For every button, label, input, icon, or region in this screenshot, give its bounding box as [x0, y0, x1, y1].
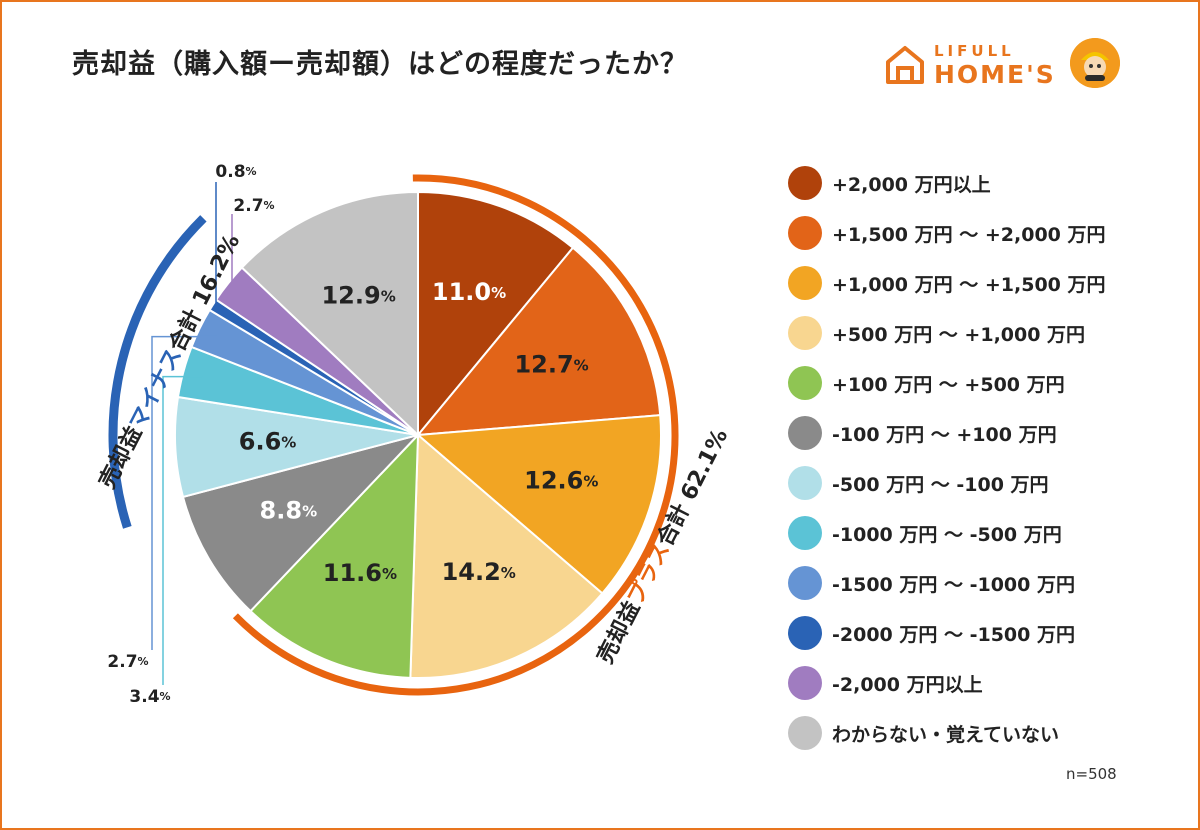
legend-swatch — [788, 266, 822, 300]
legend-label: -1500 万円 〜 -1000 万円 — [832, 573, 1075, 596]
legend-item: わからない・覚えていない — [788, 708, 1188, 758]
pie-slice — [249, 432, 420, 679]
legend-item: +1,000 万円 〜 +1,500 万円 — [788, 258, 1188, 308]
slice-value-label: 2.7% — [233, 196, 274, 216]
minus-total-arc — [108, 215, 207, 529]
pie-slice — [240, 190, 419, 438]
legend-item: -2,000 万円以上 — [788, 658, 1188, 708]
callout-leader-line — [162, 375, 203, 685]
pie-slice — [415, 414, 662, 595]
legend-swatch — [788, 216, 822, 250]
legend-swatch — [788, 366, 822, 400]
pie-slice — [417, 190, 575, 438]
slice-value-label: 12.7% — [514, 350, 588, 378]
legend-swatch — [788, 466, 822, 500]
legend-item: +1,500 万円 〜 +2,000 万円 — [788, 208, 1188, 258]
legend-label: -2,000 万円以上 — [832, 673, 983, 696]
slice-value-label: 14.2% — [442, 558, 516, 586]
pie-slice — [409, 432, 604, 679]
pie-slices — [174, 190, 662, 679]
pie-slice — [415, 246, 662, 437]
legend-label: +1,500 万円 〜 +2,000 万円 — [832, 223, 1106, 246]
slice-value-label: 11.0% — [432, 278, 506, 306]
legend-label: -2000 万円 〜 -1500 万円 — [832, 623, 1075, 646]
legend-label: -1000 万円 〜 -500 万円 — [832, 523, 1062, 546]
legend-item: -100 万円 〜 +100 万円 — [788, 408, 1188, 458]
slice-value-label: 0.8% — [215, 162, 256, 182]
logo-brand-main: HOME'S — [934, 60, 1056, 89]
sample-size-note: n=508 — [1066, 765, 1117, 783]
pie-slice — [181, 433, 422, 613]
legend-label: +500 万円 〜 +1,000 万円 — [832, 323, 1086, 346]
legend-label: -100 万円 〜 +100 万円 — [832, 423, 1057, 446]
legend: +2,000 万円以上 +1,500 万円 〜 +2,000 万円 +1,000 万… — [788, 158, 1188, 758]
legend-swatch — [788, 616, 822, 650]
callout-leader-line — [151, 335, 218, 650]
legend-item: -2000 万円 〜 -1500 万円 — [788, 608, 1188, 658]
legend-label: わからない・覚えていない — [832, 723, 1060, 746]
minus-total-prefix: 売却益 — [94, 422, 147, 493]
legend-swatch — [788, 416, 822, 450]
plus-total-suffix: 合計 62.1% — [652, 425, 733, 551]
legend-item: -1500 万円 〜 -1000 万円 — [788, 558, 1188, 608]
slice-value-label: 2.7% — [107, 652, 148, 672]
legend-item: +2,000 万円以上 — [788, 158, 1188, 208]
callout-labels: 0.8% 2.7% 2.7% 3.4% — [107, 162, 274, 707]
legend-item: -1000 万円 〜 -500 万円 — [788, 508, 1188, 558]
legend-swatch — [788, 316, 822, 350]
legend-item: -500 万円 〜 -100 万円 — [788, 458, 1188, 508]
mascot-icon — [1070, 38, 1120, 88]
slice-value-label: 3.4% — [129, 687, 170, 707]
slice-value-label: 11.6% — [323, 559, 397, 587]
legend-label: +1,000 万円 〜 +1,500 万円 — [832, 273, 1106, 296]
legend-label: -500 万円 〜 -100 万円 — [832, 473, 1049, 496]
legend-swatch — [788, 666, 822, 700]
plus-total-prefix: 売却益 — [592, 597, 645, 668]
legend-label: +100 万円 〜 +500 万円 — [832, 373, 1065, 396]
callout-leader-line — [231, 214, 245, 296]
slice-value-label: 12.9% — [321, 282, 395, 310]
legend-swatch — [788, 516, 822, 550]
house-icon — [886, 46, 924, 84]
legend-swatch — [788, 566, 822, 600]
value-labels: 11.0% 12.7% 12.6% 14.2% 11.6% 8.8% 6.6% 12.9% — [239, 278, 599, 587]
slice-value-label: 12.6% — [524, 467, 598, 495]
legend-item: +500 万円 〜 +1,000 万円 — [788, 308, 1188, 358]
slice-value-label: 6.6% — [239, 428, 297, 456]
slice-value-label: 8.8% — [260, 497, 318, 525]
lifull-homes-logo: LIFULL HOME'S — [884, 38, 1124, 96]
legend-swatch — [788, 716, 822, 750]
plus-total-arc — [232, 174, 679, 696]
chart-title: 売却益（購入額ー売却額）はどの程度だったか？ — [72, 49, 688, 80]
callout-leader-line — [215, 182, 230, 316]
legend-swatch — [788, 166, 822, 200]
legend-item: +100 万円 〜 +500 万円 — [788, 358, 1188, 408]
logo-brand-top: LIFULL — [934, 42, 1015, 60]
legend-label: +2,000 万円以上 — [832, 173, 991, 196]
